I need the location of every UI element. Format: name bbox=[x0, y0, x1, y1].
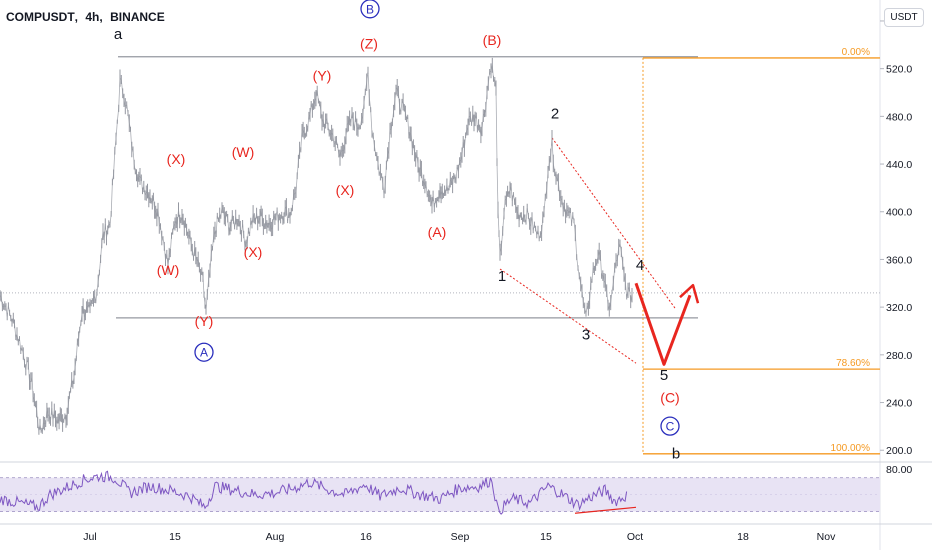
wave-label[interactable]: (B) bbox=[483, 32, 502, 48]
wave-label[interactable]: (Z) bbox=[360, 35, 378, 51]
price-tick-label: 280.0 bbox=[886, 350, 912, 362]
wave-label[interactable]: (Y) bbox=[195, 313, 214, 329]
wave-label[interactable]: (W) bbox=[232, 144, 255, 160]
chart-header: COMPUSDT, 4h, BINANCE bbox=[6, 10, 169, 24]
header-separator: , bbox=[74, 10, 79, 24]
wave-label[interactable]: 3 bbox=[582, 326, 590, 343]
fib-level-label: 100.00% bbox=[831, 443, 871, 454]
currency-unit-badge[interactable]: USDT bbox=[884, 8, 924, 27]
symbol-label[interactable]: COMPUSDT bbox=[6, 10, 75, 24]
wave-label[interactable]: 5 bbox=[660, 367, 668, 384]
wave-label[interactable]: (X) bbox=[167, 151, 186, 167]
fib-level-label: 0.00% bbox=[842, 47, 870, 58]
wave-label[interactable]: b bbox=[672, 446, 680, 463]
wave-label[interactable]: 4 bbox=[636, 257, 644, 274]
wave-label[interactable]: C bbox=[666, 420, 675, 434]
wave-label[interactable]: (C) bbox=[660, 390, 679, 406]
time-tick-label: Jul bbox=[83, 531, 96, 543]
price-tick-label: 400.0 bbox=[886, 207, 912, 219]
rsi-tick-label: 80.00 bbox=[886, 464, 912, 476]
interval-label[interactable]: 4h bbox=[85, 10, 100, 24]
wave-label-circle bbox=[660, 416, 680, 436]
price-tick-label: 480.0 bbox=[886, 111, 912, 123]
wave-label[interactable]: B bbox=[366, 2, 374, 16]
wave-label[interactable]: (X) bbox=[336, 182, 355, 198]
wave-label[interactable]: (A) bbox=[428, 224, 447, 240]
time-tick-label: 18 bbox=[737, 531, 749, 543]
price-tick-label: 440.0 bbox=[886, 159, 912, 171]
upper-trendline[interactable] bbox=[551, 137, 677, 310]
time-tick-label: 15 bbox=[169, 531, 181, 543]
price-tick-label: 320.0 bbox=[886, 302, 912, 314]
price-line[interactable] bbox=[0, 65, 633, 432]
header-separator: , bbox=[99, 10, 103, 24]
wave-label[interactable]: (Y) bbox=[313, 68, 332, 84]
wave-label-circle bbox=[360, 0, 380, 19]
wave-label[interactable]: (W) bbox=[157, 262, 180, 278]
lower-trendline[interactable] bbox=[499, 268, 637, 364]
rsi-line[interactable] bbox=[0, 470, 628, 515]
time-tick-label: Nov bbox=[817, 531, 836, 543]
projection-path[interactable] bbox=[634, 282, 692, 366]
price-tick-label: 520.0 bbox=[886, 64, 912, 76]
rsi-divergence-line[interactable] bbox=[574, 506, 637, 514]
price-tick-label: 360.0 bbox=[886, 254, 912, 266]
time-tick-label: Aug bbox=[266, 531, 285, 543]
wave-label[interactable]: A bbox=[200, 346, 208, 360]
exchange-label: BINANCE bbox=[110, 10, 165, 24]
time-tick-label: 16 bbox=[360, 531, 372, 543]
wave-label[interactable]: (X) bbox=[244, 244, 263, 260]
projection-arrowhead bbox=[679, 283, 700, 304]
price-bars[interactable] bbox=[0, 57, 633, 435]
time-tick-label: Oct bbox=[627, 531, 643, 543]
wave-label[interactable]: 1 bbox=[498, 268, 506, 285]
wave-label[interactable]: a bbox=[114, 26, 123, 43]
wave-label-circle bbox=[194, 342, 214, 362]
fib-level-label: 78.60% bbox=[836, 358, 870, 369]
wave-label[interactable]: 2 bbox=[551, 106, 559, 123]
time-tick-label: Sep bbox=[451, 531, 470, 543]
price-tick-label: 240.0 bbox=[886, 398, 912, 410]
time-tick-label: 15 bbox=[540, 531, 552, 543]
price-tick-label: 200.0 bbox=[886, 445, 912, 457]
